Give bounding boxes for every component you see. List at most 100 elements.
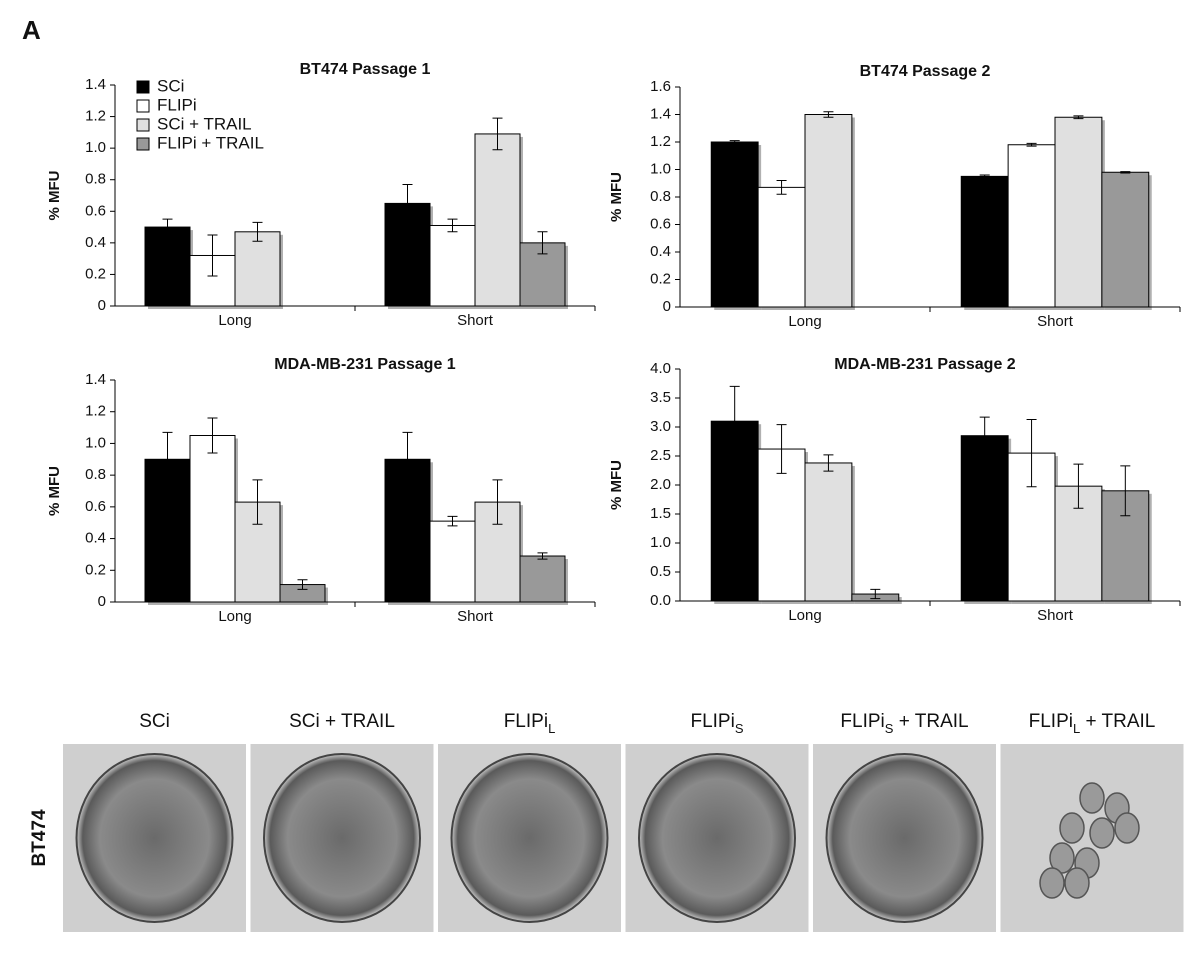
cell — [638, 753, 796, 923]
y-tick-label: 3.5 — [650, 389, 671, 406]
x-tick-label: Long — [788, 313, 821, 330]
error-bar — [1026, 142, 1037, 147]
image-caption: FLIPiS + TRAIL — [840, 711, 968, 736]
x-tick-label: Short — [457, 608, 494, 625]
error-bar — [979, 174, 990, 179]
error-bar — [402, 183, 413, 223]
y-tick-label: 0.6 — [85, 498, 106, 515]
y-tick-label: 1.2 — [650, 133, 671, 150]
error-bar — [447, 515, 458, 527]
panel-label: A — [22, 15, 41, 45]
cell — [263, 753, 421, 923]
chart-title: MDA-MB-231 Passage 1 — [274, 356, 456, 373]
y-tick-label: 1.2 — [85, 403, 106, 420]
bar — [474, 133, 521, 307]
error-bar — [207, 417, 218, 454]
y-tick-label: 1.0 — [85, 434, 106, 451]
y-tick-label: 0 — [98, 297, 106, 314]
y-tick-label: 0.8 — [85, 171, 106, 188]
y-tick-label: 0.2 — [85, 265, 106, 282]
image-caption: SCi + TRAIL — [289, 711, 395, 732]
error-bar — [1120, 171, 1131, 174]
y-axis-label: % MFU — [46, 466, 63, 516]
legend-label: FLIPi + TRAIL — [157, 133, 264, 152]
legend-label: SCi — [157, 76, 184, 95]
caption-subscript: S — [885, 721, 894, 736]
error-bar — [823, 454, 834, 472]
y-tick-label: 1.5 — [650, 505, 671, 522]
error-bar — [823, 111, 834, 118]
error-bar — [297, 579, 308, 590]
caption-text: FLIPi — [1029, 711, 1073, 732]
error-bar — [729, 385, 740, 457]
chart-title: MDA-MB-231 Passage 2 — [834, 356, 1016, 373]
bar — [710, 141, 759, 308]
image-caption: FLIPiL + TRAIL — [1029, 711, 1156, 736]
legend-label: SCi + TRAIL — [157, 114, 252, 133]
error-bar — [162, 431, 173, 487]
y-tick-label: 0 — [663, 298, 671, 315]
cell — [1064, 867, 1090, 899]
bar — [1101, 171, 1150, 308]
y-tick-label: 1.6 — [650, 78, 671, 95]
x-tick-label: Long — [218, 312, 251, 329]
caption-subscript: S — [735, 721, 744, 736]
caption-subscript: L — [548, 721, 555, 736]
y-tick-label: 1.0 — [650, 534, 671, 551]
y-tick-label: 2.5 — [650, 447, 671, 464]
x-tick-label: Short — [1037, 607, 1074, 624]
y-tick-label: 0.8 — [650, 188, 671, 205]
cell — [1114, 812, 1140, 844]
cell — [1039, 867, 1065, 899]
caption-text: FLIPi — [690, 711, 734, 732]
caption-suffix: + TRAIL — [1080, 711, 1155, 732]
y-tick-label: 0.6 — [650, 215, 671, 232]
image-caption: FLIPiS — [690, 711, 743, 736]
y-tick-label: 0.0 — [650, 592, 671, 609]
bar — [429, 520, 476, 603]
y-tick-label: 1.0 — [650, 160, 671, 177]
bar — [757, 186, 806, 308]
y-tick-label: 0 — [98, 593, 106, 610]
y-tick-label: 1.4 — [85, 371, 106, 388]
error-bar — [776, 180, 787, 195]
error-bar — [729, 140, 740, 144]
bar — [960, 435, 1009, 602]
y-tick-label: 0.2 — [650, 270, 671, 287]
bar — [144, 226, 191, 307]
error-bar — [252, 221, 263, 242]
y-tick-label: 1.4 — [85, 76, 106, 93]
error-bar — [1026, 418, 1037, 488]
bar — [1007, 144, 1056, 308]
y-tick-label: 2.0 — [650, 476, 671, 493]
bar — [1054, 116, 1103, 308]
y-tick-label: 1.2 — [85, 108, 106, 125]
image-caption: FLIPiL — [504, 711, 556, 736]
cell — [75, 753, 234, 923]
cell — [1049, 842, 1075, 874]
legend-swatch — [136, 99, 150, 113]
y-tick-label: 3.0 — [650, 418, 671, 435]
chart-title: BT474 Passage 2 — [860, 63, 991, 80]
bar — [804, 462, 853, 602]
cell — [1059, 812, 1085, 844]
y-tick-label: 0.6 — [85, 202, 106, 219]
bar — [189, 435, 236, 603]
legend-swatch — [136, 118, 150, 132]
error-bar — [252, 479, 263, 525]
error-bar — [1120, 465, 1131, 517]
caption-text: SCi + TRAIL — [289, 711, 395, 732]
row-label: BT474 — [29, 809, 50, 866]
error-bar — [870, 588, 881, 600]
x-tick-label: Long — [788, 607, 821, 624]
bar — [429, 224, 476, 307]
caption-suffix: + TRAIL — [893, 711, 968, 732]
bar — [234, 231, 281, 307]
y-tick-label: 0.4 — [85, 234, 106, 251]
error-bar — [776, 424, 787, 474]
caption-text: FLIPi — [840, 711, 884, 732]
caption-subscript: L — [1073, 721, 1080, 736]
y-tick-label: 0.4 — [650, 243, 671, 260]
error-bar — [537, 552, 548, 560]
